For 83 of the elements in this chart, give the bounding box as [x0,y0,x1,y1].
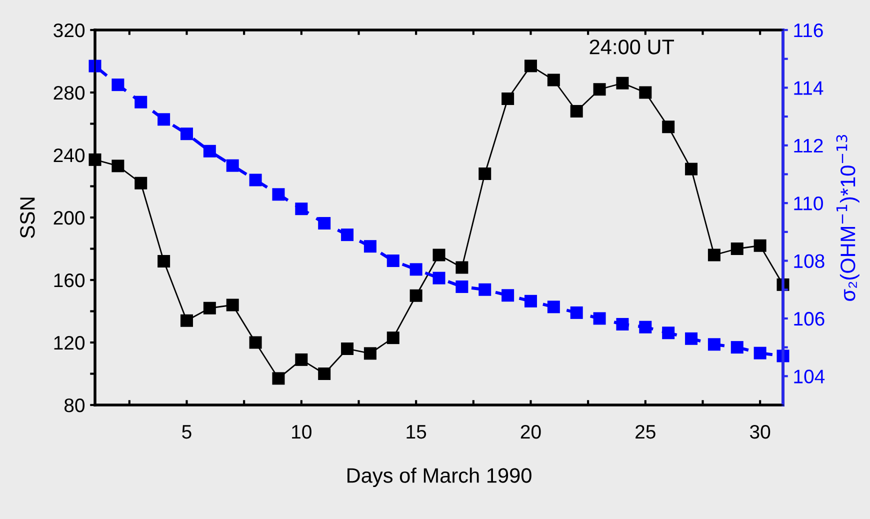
point [295,202,308,216]
y-tick-label: 80 [64,398,85,412]
point [730,341,744,354]
point [616,318,629,330]
point [158,113,170,126]
point [754,346,766,360]
x-tick-label: 10 [292,424,312,439]
point [685,162,698,176]
point [570,306,583,319]
point [502,92,514,105]
point [272,188,285,201]
point [754,239,766,252]
point [570,105,583,118]
x-tick-label: 30 [750,424,770,439]
annotation: 24:00 UT [590,40,674,54]
point [708,338,720,351]
point [112,78,124,92]
y-tick-label: 320 [54,23,85,38]
point [593,312,606,325]
point [410,263,422,276]
point [730,242,744,255]
point [708,248,720,262]
point [364,240,376,253]
y-tick-label: 200 [54,210,85,225]
point [593,83,606,96]
point [662,120,675,134]
x-tick-label: 20 [520,424,541,439]
point [639,320,652,334]
y2-tick-label: 116 [794,23,823,38]
point [524,60,537,72]
point [203,302,216,314]
point [478,168,492,180]
point [547,74,560,86]
y-tick-label: 160 [54,273,85,288]
point [318,217,331,230]
point [180,128,193,140]
point [112,160,124,172]
point [502,289,514,302]
y-tick-label: 280 [54,86,85,100]
y-axis-title: SSN [20,198,35,238]
point [249,174,262,186]
point [456,280,468,293]
point [158,255,170,268]
y2-tick-label: 104 [794,370,825,384]
point [547,300,560,314]
point [295,353,308,366]
point [134,96,148,108]
y2-axis-title: σ₂(OHM$^{−1}$)*10$^{−13}$ [836,134,860,301]
point [386,254,400,268]
x-tick-label: 5 [182,425,192,439]
y-tick-label: 120 [54,336,85,350]
point [341,342,354,355]
x-tick-label: 15 [406,425,426,439]
point [249,336,262,349]
point [478,283,492,296]
y2-tick-label: 108 [794,254,824,268]
point [318,368,331,380]
point [226,298,239,312]
y2-tick-label: 106 [794,312,824,326]
point [180,314,193,327]
point [386,332,400,344]
y2-tick-label: 112 [794,138,823,152]
point [616,76,629,90]
point [88,60,102,72]
point [432,272,446,284]
point [456,261,468,274]
y-tick-label: 240 [54,148,85,162]
y2-tick-label: 114 [794,81,824,95]
point [272,372,285,385]
point [226,159,239,172]
point [134,176,148,190]
point [685,332,698,345]
x-tick-label: 25 [636,424,656,439]
point [524,294,537,308]
x-axis-title: Days of March 1990 [348,468,532,487]
point [432,248,446,262]
point [410,289,422,302]
point [639,86,652,99]
point [203,144,216,158]
y2-tick-label: 110 [794,196,823,210]
point [364,347,376,360]
point [341,228,354,242]
point [662,326,675,340]
